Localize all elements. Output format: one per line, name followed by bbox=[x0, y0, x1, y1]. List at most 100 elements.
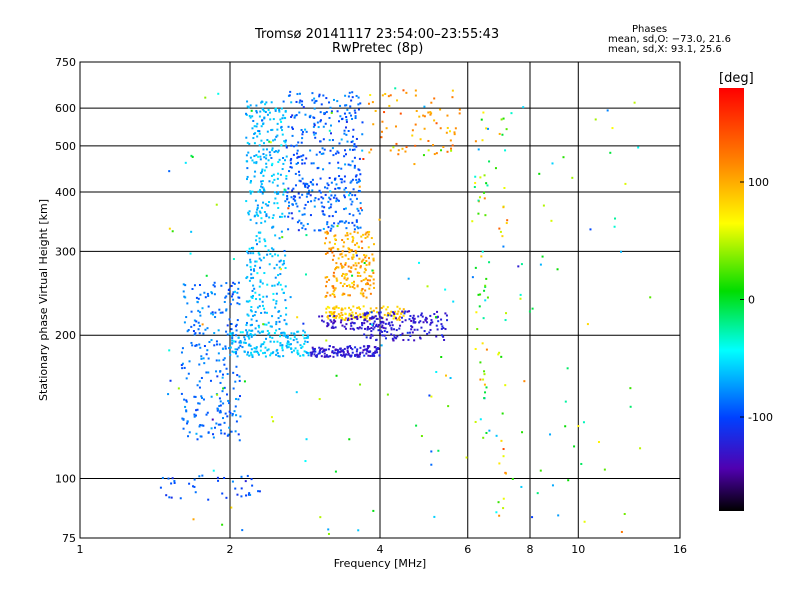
data-point bbox=[198, 284, 201, 287]
data-point bbox=[263, 341, 266, 344]
data-point bbox=[282, 259, 285, 262]
data-point bbox=[369, 317, 372, 320]
data-point bbox=[370, 326, 373, 329]
data-point bbox=[265, 148, 268, 151]
data-point bbox=[338, 142, 341, 145]
data-point bbox=[246, 100, 249, 103]
data-point bbox=[296, 316, 299, 319]
data-point bbox=[351, 194, 354, 197]
data-point bbox=[274, 253, 277, 256]
data-point bbox=[194, 414, 197, 417]
data-point bbox=[364, 278, 367, 281]
data-point bbox=[311, 183, 314, 186]
data-point bbox=[290, 116, 293, 119]
y-tick-label: 200 bbox=[55, 329, 76, 342]
data-point bbox=[344, 262, 347, 265]
data-point bbox=[354, 117, 357, 120]
data-point bbox=[332, 254, 335, 257]
data-point bbox=[364, 267, 367, 270]
data-point bbox=[167, 477, 170, 480]
data-point bbox=[332, 246, 335, 249]
data-point bbox=[419, 320, 422, 323]
data-point bbox=[583, 520, 586, 523]
data-point bbox=[353, 148, 356, 151]
data-point bbox=[301, 158, 304, 161]
data-point bbox=[290, 157, 293, 160]
data-point bbox=[481, 250, 484, 253]
data-point bbox=[340, 138, 343, 141]
data-point bbox=[347, 257, 350, 260]
data-point bbox=[368, 319, 371, 322]
data-point bbox=[340, 319, 343, 322]
data-point bbox=[255, 347, 258, 350]
data-point bbox=[279, 344, 282, 347]
data-point bbox=[335, 315, 338, 318]
data-point bbox=[211, 418, 214, 421]
data-point bbox=[261, 180, 264, 183]
data-point bbox=[356, 225, 359, 228]
data-point bbox=[250, 268, 253, 271]
data-point bbox=[372, 309, 375, 312]
data-point bbox=[328, 101, 331, 104]
data-point bbox=[226, 415, 229, 418]
data-point bbox=[321, 347, 324, 350]
data-point bbox=[191, 155, 194, 158]
data-point bbox=[381, 94, 384, 97]
data-point bbox=[187, 372, 190, 375]
data-point bbox=[199, 314, 202, 317]
data-point bbox=[254, 264, 257, 267]
y-tick-label: 75 bbox=[62, 532, 76, 545]
data-point bbox=[495, 434, 498, 437]
data-point bbox=[293, 336, 296, 339]
data-point bbox=[332, 286, 335, 289]
data-point bbox=[357, 262, 360, 265]
data-point bbox=[332, 271, 335, 274]
data-point bbox=[311, 178, 314, 181]
data-point bbox=[320, 355, 323, 358]
data-point bbox=[422, 154, 425, 157]
data-point bbox=[311, 346, 314, 349]
data-point bbox=[210, 291, 213, 294]
data-point bbox=[215, 359, 218, 362]
data-point bbox=[481, 139, 484, 142]
data-point bbox=[372, 282, 375, 285]
data-point bbox=[272, 173, 275, 176]
data-point bbox=[354, 175, 357, 178]
data-point bbox=[501, 235, 504, 238]
data-point bbox=[309, 181, 312, 184]
data-point bbox=[343, 196, 346, 199]
data-point bbox=[261, 300, 264, 303]
data-point bbox=[263, 238, 266, 241]
data-point bbox=[255, 211, 258, 214]
data-point bbox=[181, 347, 184, 350]
data-point bbox=[319, 349, 322, 352]
data-point bbox=[274, 197, 277, 200]
data-point bbox=[280, 332, 283, 335]
data-point bbox=[500, 118, 503, 121]
data-point bbox=[313, 205, 316, 208]
data-point bbox=[395, 337, 398, 340]
data-point bbox=[482, 378, 485, 381]
data-point bbox=[334, 470, 337, 473]
data-point bbox=[356, 181, 359, 184]
data-point bbox=[248, 114, 251, 117]
data-point bbox=[195, 432, 198, 435]
data-point bbox=[348, 312, 351, 315]
data-point bbox=[323, 242, 326, 245]
data-point bbox=[278, 110, 281, 113]
data-point bbox=[289, 90, 292, 93]
data-point bbox=[226, 333, 229, 336]
data-point bbox=[262, 256, 265, 259]
data-point bbox=[299, 354, 302, 357]
data-point bbox=[253, 215, 256, 218]
data-point bbox=[248, 247, 251, 250]
data-point bbox=[235, 352, 238, 355]
data-point bbox=[293, 332, 296, 335]
data-point bbox=[359, 190, 362, 193]
y-tick-label: 300 bbox=[55, 245, 76, 258]
data-point bbox=[258, 293, 261, 296]
data-point bbox=[173, 480, 176, 483]
data-point bbox=[283, 319, 286, 322]
data-point bbox=[346, 345, 349, 348]
data-point bbox=[337, 266, 340, 269]
